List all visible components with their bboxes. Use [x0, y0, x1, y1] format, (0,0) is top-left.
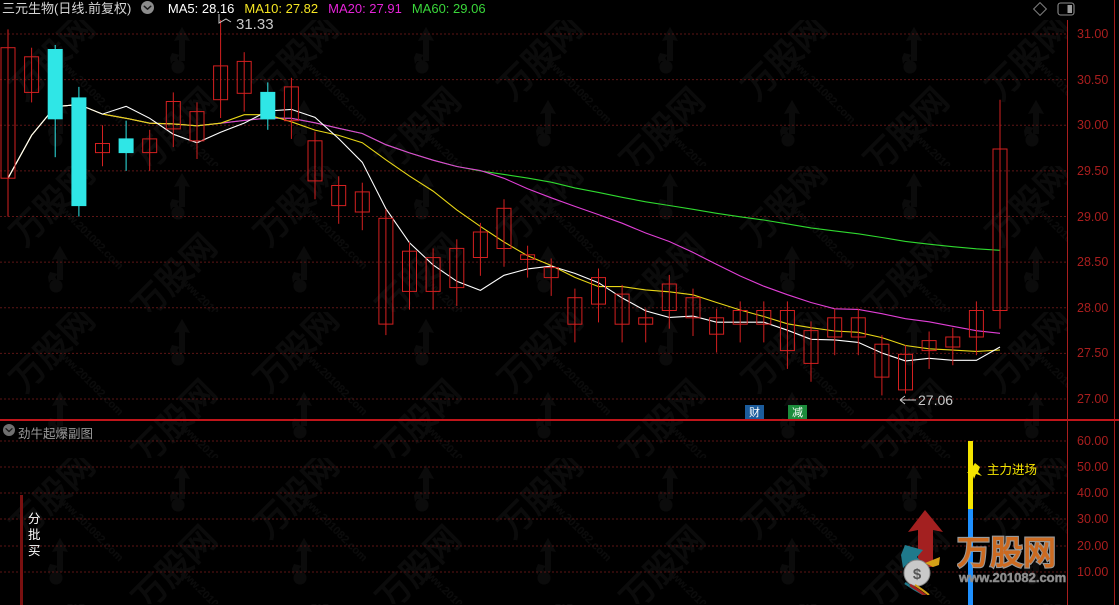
svg-text:www.201082.com: www.201082.com: [958, 570, 1066, 585]
svg-text:$: $: [913, 566, 922, 583]
svg-text:万股网: 万股网: [957, 534, 1056, 571]
